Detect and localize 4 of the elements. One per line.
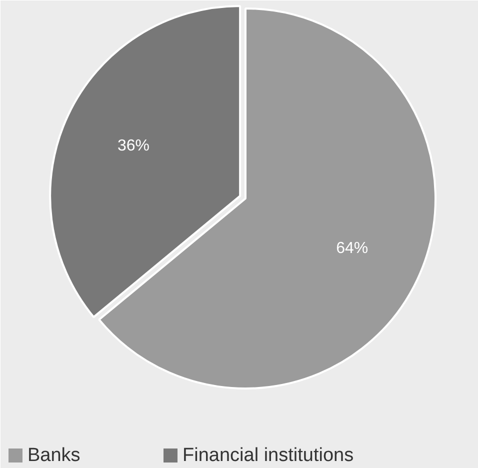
legend-label: Financial institutions xyxy=(182,445,354,466)
data-label: 36% xyxy=(117,137,150,154)
legend-label: Banks xyxy=(28,445,80,466)
data-label: 64% xyxy=(336,240,368,258)
